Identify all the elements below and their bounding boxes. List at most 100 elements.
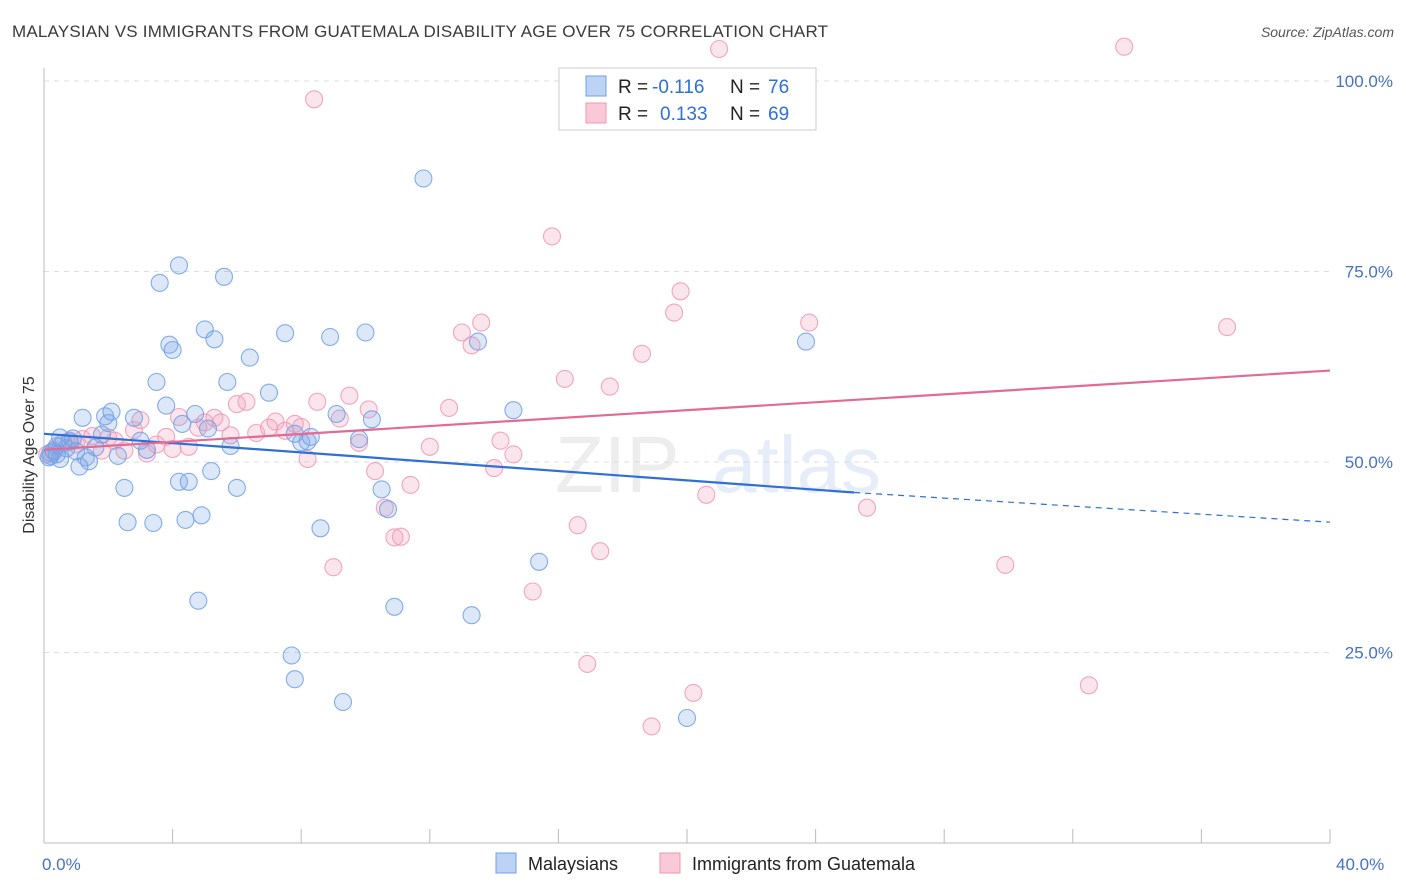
malaysians-point-53 bbox=[301, 427, 320, 446]
malaysians-point-55 bbox=[321, 327, 340, 347]
guatemala-point-44 bbox=[420, 437, 439, 456]
guatemala-point-16 bbox=[163, 439, 182, 459]
legend-r-value-2: 0.133 bbox=[660, 104, 708, 125]
guatemala-point-18 bbox=[179, 437, 198, 456]
malaysians-point-6 bbox=[60, 432, 79, 451]
guatemala-point-69 bbox=[996, 555, 1015, 574]
bottom-legend-label-guatemala: Immigrants from Guatemala bbox=[692, 854, 916, 874]
malaysians-point-33 bbox=[179, 472, 198, 491]
legend-box: R = -0.116 N = 76 R = 0.133 N = 69 bbox=[558, 67, 817, 131]
guatemala-point-71 bbox=[1115, 37, 1134, 56]
guatemala-trend-line bbox=[43, 369, 1331, 451]
guatemala-point-32 bbox=[298, 449, 317, 469]
malaysians-point-64 bbox=[414, 169, 433, 188]
malaysians-point-69 bbox=[677, 708, 697, 728]
bottom-legend-swatch-guatemala bbox=[659, 852, 681, 874]
malaysians-point-41 bbox=[214, 267, 234, 286]
guatemala-point-58 bbox=[600, 377, 619, 396]
malaysians-point-23 bbox=[144, 513, 163, 533]
legend-n-label-1: N = bbox=[730, 77, 760, 98]
malaysians-point-19 bbox=[118, 513, 137, 532]
malaysians-point-25 bbox=[150, 273, 169, 292]
guatemala-point-51 bbox=[504, 445, 523, 464]
malaysians-point-39 bbox=[202, 462, 221, 481]
guatemala-point-59 bbox=[632, 344, 652, 363]
malaysians-point-66 bbox=[468, 332, 488, 351]
y-tick-label-2: 75.0% bbox=[1345, 263, 1393, 282]
bottom-legend-label-malaysians: Malaysians bbox=[528, 854, 618, 874]
legend-n-label-2: N = bbox=[730, 104, 760, 125]
guatemala-point-63 bbox=[684, 683, 703, 702]
guatemala-point-55 bbox=[568, 516, 587, 535]
malaysians-point-45 bbox=[240, 348, 259, 367]
malaysians-point-28 bbox=[163, 340, 182, 360]
legend-n-value-2: 69 bbox=[768, 104, 789, 125]
malaysians-point-32 bbox=[176, 510, 195, 529]
malaysians-point-75 bbox=[39, 448, 58, 467]
trend-lines bbox=[43, 369, 1331, 523]
chart-title: MALAYSIAN VS IMMIGRANTS FROM GUATEMALA D… bbox=[12, 22, 829, 41]
malaysians-point-42 bbox=[218, 372, 237, 392]
guatemala-point-67 bbox=[800, 313, 819, 332]
legend-r-label-1: R = bbox=[618, 77, 648, 98]
malaysians-point-49 bbox=[285, 670, 304, 689]
legend-swatch-malaysians bbox=[585, 75, 607, 97]
guatemala-point-48 bbox=[472, 313, 491, 332]
bottom-legend-swatch-malaysians bbox=[495, 852, 517, 874]
malaysians-point-61 bbox=[372, 480, 391, 499]
malaysians-point-31 bbox=[173, 414, 192, 433]
guatemala-point-38 bbox=[359, 400, 378, 419]
series-malaysians-points bbox=[39, 169, 816, 728]
guatemala-point-68 bbox=[857, 498, 877, 517]
guatemala-point-49 bbox=[485, 459, 504, 478]
malaysians-point-30 bbox=[169, 472, 189, 491]
malaysians-point-37 bbox=[195, 320, 214, 339]
guatemala-point-65 bbox=[710, 39, 729, 59]
guatemala-point-52 bbox=[523, 582, 542, 601]
malaysians-point-67 bbox=[504, 401, 523, 420]
malaysians-point-58 bbox=[350, 430, 369, 449]
guatemala-point-39 bbox=[366, 462, 385, 481]
malaysians-trend-line bbox=[43, 432, 855, 494]
malaysians-point-54 bbox=[311, 519, 330, 538]
guatemala-point-41 bbox=[385, 528, 404, 547]
x-tick-label-max: 40.0% bbox=[1336, 855, 1384, 874]
malaysians-point-9 bbox=[73, 408, 92, 427]
y-tick-label-3: 100.0% bbox=[1335, 72, 1393, 91]
x-ticks bbox=[43, 829, 1331, 843]
legend-r-value-1: -0.116 bbox=[652, 77, 704, 98]
guatemala-point-42 bbox=[391, 527, 410, 546]
legend-r-label-2: R = bbox=[618, 104, 648, 125]
guatemala-point-25 bbox=[237, 392, 256, 411]
guatemala-point-60 bbox=[642, 717, 661, 736]
y-tick-label-1: 50.0% bbox=[1345, 453, 1393, 472]
malaysians-point-46 bbox=[259, 383, 279, 402]
malaysians-point-70 bbox=[796, 332, 816, 351]
legend-n-value-1: 76 bbox=[768, 77, 789, 98]
malaysians-point-60 bbox=[362, 410, 381, 429]
malaysians-point-47 bbox=[276, 324, 295, 343]
guatemala-point-70 bbox=[1079, 676, 1098, 695]
malaysians-point-20 bbox=[124, 408, 144, 427]
malaysians-point-35 bbox=[189, 591, 208, 610]
guatemala-point-28 bbox=[266, 412, 285, 431]
guatemala-point-72 bbox=[1218, 318, 1237, 337]
malaysians-point-17 bbox=[108, 446, 127, 465]
malaysians-point-63 bbox=[385, 597, 404, 616]
watermark-atlas: atlas bbox=[712, 420, 881, 509]
malaysians-point-15 bbox=[99, 414, 118, 433]
malaysians-point-24 bbox=[147, 372, 166, 392]
guatemala-point-62 bbox=[671, 282, 690, 301]
malaysians-point-44 bbox=[227, 478, 246, 497]
guatemala-point-53 bbox=[542, 227, 562, 246]
malaysians-point-27 bbox=[160, 335, 179, 354]
guatemala-point-21 bbox=[205, 408, 224, 427]
guatemala-point-56 bbox=[578, 654, 597, 673]
legend-swatch-guatemala bbox=[585, 102, 607, 124]
guatemala-point-34 bbox=[324, 558, 343, 577]
malaysians-point-59 bbox=[356, 323, 375, 342]
guatemala-point-45 bbox=[440, 398, 459, 417]
malaysians-point-72 bbox=[51, 428, 70, 447]
guatemala-point-36 bbox=[340, 386, 359, 405]
malaysians-point-56 bbox=[327, 404, 346, 424]
